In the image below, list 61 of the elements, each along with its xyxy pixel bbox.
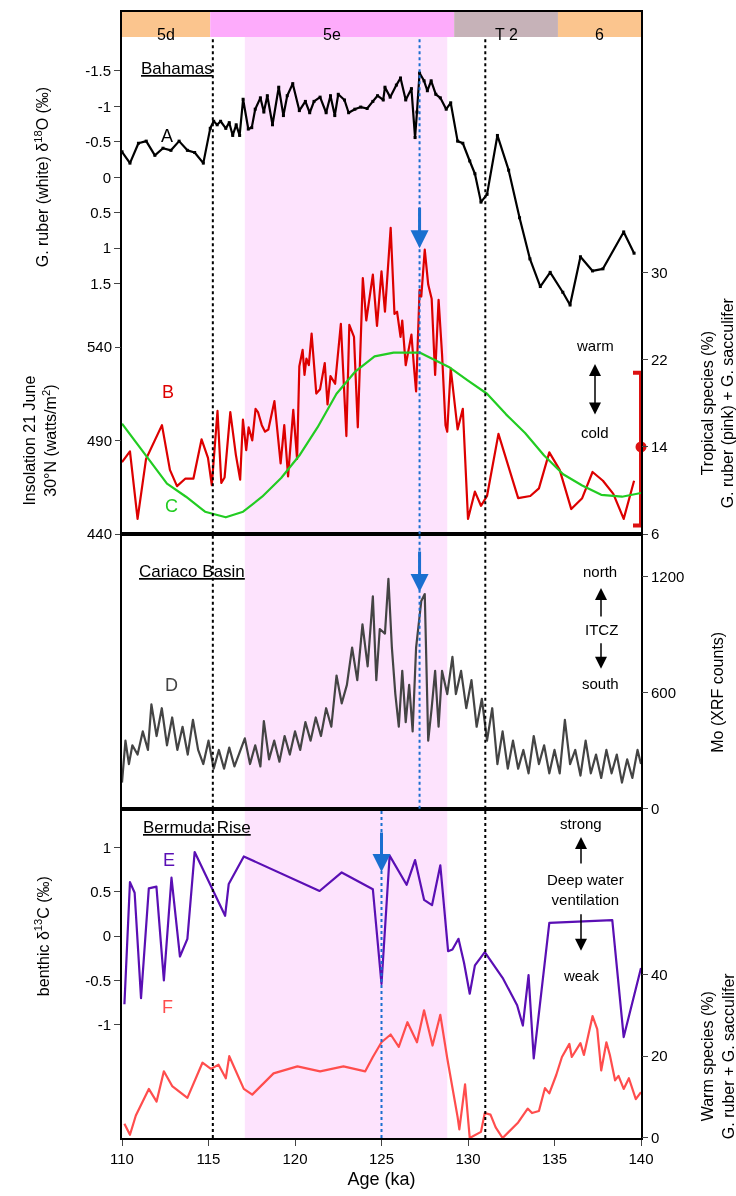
y2-tick-label: 1200 <box>651 568 685 586</box>
y-tick-label: 0 <box>102 168 111 186</box>
band-label: 6 <box>595 26 604 43</box>
y-tick-label: -0.5 <box>85 133 111 151</box>
line-series <box>122 226 636 520</box>
x-tick-label: 135 <box>541 1150 568 1167</box>
series-label: E <box>163 850 176 870</box>
y2-tick-label: 40 <box>651 965 668 983</box>
y-tick-label: 1.5 <box>90 274 111 292</box>
y2-tick-label: 14 <box>651 438 668 456</box>
annotation: strong <box>560 815 602 832</box>
annotation: ITCZ <box>585 621 619 638</box>
series-label: C <box>165 496 178 516</box>
x-tick-label: 110 <box>110 1150 134 1167</box>
x-tick-label: 115 <box>196 1150 221 1167</box>
y-tick-label: -0.5 <box>85 971 111 989</box>
band-label: 5e <box>323 26 341 43</box>
y2-tick-label: 0 <box>651 1129 660 1147</box>
y3-tick-label: 540 <box>86 338 112 356</box>
y2-tick-label: 20 <box>651 1047 668 1065</box>
y2-axis-title: Mo (XRF counts) <box>709 631 727 753</box>
y2-tick-label: 30 <box>651 263 668 281</box>
annotation: south <box>582 675 619 692</box>
line-series <box>122 351 641 519</box>
y2-tick-label: 600 <box>651 684 677 702</box>
y-tick-label: -1.5 <box>85 62 111 80</box>
annotation: north <box>583 563 618 580</box>
y-tick-label: 0.5 <box>90 204 111 222</box>
y-tick-label: -1 <box>97 97 111 115</box>
annotation: Deep water ventilation <box>547 871 624 908</box>
y3-tick-label: 490 <box>86 431 112 449</box>
y-tick-label: -1 <box>97 1015 111 1033</box>
series-label: B <box>162 382 175 402</box>
y2-axis-title: Tropical species (%) G. ruber (pink) + G. sacculifer <box>698 297 736 509</box>
annotation: weak <box>563 967 600 984</box>
y2-axis-title: Warm species (%) G. ruber + G. sacculifer <box>698 972 736 1140</box>
band-label: 5d <box>157 26 175 43</box>
line-series <box>122 577 641 784</box>
x-tick-label: 130 <box>455 1150 481 1167</box>
annotation: Bermuda Rise <box>143 818 251 837</box>
band-label: T 2 <box>495 26 518 43</box>
series-label: A <box>161 126 174 146</box>
annotation: Cariaco Basin <box>139 562 245 581</box>
annotation: warm <box>576 337 614 354</box>
y-tick-label: 0.5 <box>90 883 111 901</box>
x-tick-label: 140 <box>628 1150 654 1167</box>
x-axis-title: Age (ka) <box>347 1168 416 1189</box>
series-label: D <box>165 675 178 695</box>
text: F <box>162 997 173 1017</box>
y3-tick-label: 440 <box>86 525 112 543</box>
x-tick-label: 120 <box>282 1150 308 1167</box>
x-tick-label: 125 <box>368 1150 395 1167</box>
y-tick-label: 1 <box>102 838 111 856</box>
y2-tick-label: 22 <box>651 350 668 368</box>
y-tick-label: 1 <box>102 239 111 257</box>
line-series <box>123 850 641 1060</box>
y-tick-label: 0 <box>102 927 111 945</box>
annotation: cold <box>581 424 609 441</box>
y2-tick-label: 6 <box>651 525 660 543</box>
y2-tick-label: 0 <box>651 799 660 817</box>
annotation: Bahamas <box>141 59 213 78</box>
